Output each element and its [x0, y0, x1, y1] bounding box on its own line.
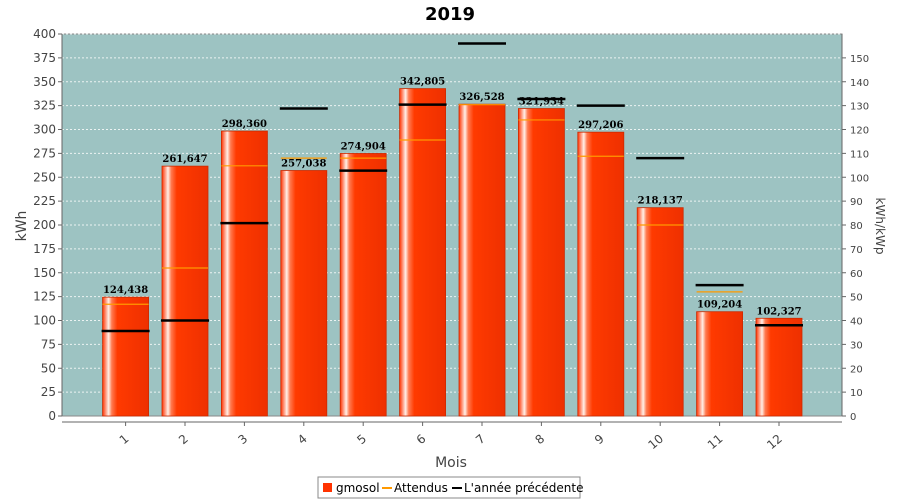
x-tick-label: 6 [414, 432, 429, 448]
bar-gmosol [280, 170, 328, 417]
y-tick-label: 250 [33, 170, 56, 184]
y2-tick-label: 100 [850, 173, 869, 184]
y2-tick-label: 70 [850, 245, 863, 256]
bar-gmosol [755, 317, 803, 417]
bar-value-label: 261,647 [162, 154, 207, 165]
bar-value-label: 342,805 [400, 77, 445, 88]
y-tick-label: 400 [33, 27, 56, 41]
x-tick-label: 12 [764, 432, 785, 453]
bar-gmosol [399, 88, 447, 417]
y-tick-label: 150 [33, 266, 56, 280]
bar-gmosol [220, 130, 268, 417]
y-tick-label: 100 [33, 314, 56, 328]
x-tick-label: 7 [473, 432, 488, 448]
legend-label-previous-year: L'année précédente [464, 481, 583, 495]
y2-tick-label: 140 [850, 78, 869, 89]
legend-label-gmosol: gmosol [336, 481, 380, 495]
bar-value-label: 298,360 [222, 119, 267, 130]
legend-swatch-gmosol [323, 483, 332, 492]
x-tick-label: 3 [235, 432, 250, 448]
x-tick-label: 10 [645, 432, 666, 453]
bar-gmosol [577, 131, 625, 417]
y-tick-label: 225 [33, 194, 56, 208]
bar-value-label: 326,528 [459, 92, 504, 103]
bar-value-label: 274,904 [341, 141, 386, 152]
y2-tick-label: 120 [850, 126, 869, 137]
bar-value-label: 218,137 [638, 196, 683, 207]
x-tick-label: 8 [532, 432, 547, 448]
y-tick-label: 325 [33, 99, 56, 113]
x-axis-label: Mois [435, 455, 467, 471]
bar-gmosol [339, 153, 387, 417]
legend-box [317, 476, 581, 499]
x-tick-label: 1 [117, 432, 132, 448]
x-tick-label: 5 [354, 432, 369, 448]
bar-gmosol [518, 108, 565, 417]
bar-value-label: 321,934 [519, 97, 564, 108]
y2-tick-label: 60 [850, 269, 863, 280]
y2-tick-label: 0 [850, 412, 856, 423]
y2-tick-label: 150 [850, 54, 869, 65]
y-tick-label: 375 [33, 51, 56, 65]
y2-tick-label: 110 [850, 149, 869, 160]
bar-gmosol [102, 296, 149, 417]
x-tick-label: 4 [295, 432, 310, 448]
legend: gmosol Attendus L'année précédente [317, 476, 583, 499]
x-tick-label: 2 [176, 432, 191, 448]
x-tick-label: 9 [592, 432, 607, 448]
bar-gmosol [458, 103, 506, 417]
y-tick-label: 50 [41, 361, 56, 375]
y-tick-label: 300 [33, 123, 56, 137]
y-tick-label: 75 [41, 337, 56, 351]
bar-value-label: 297,206 [578, 120, 623, 131]
x-tick-label: 11 [705, 432, 726, 453]
y2-tick-label: 50 [850, 293, 863, 304]
y2-tick-label: 10 [850, 388, 863, 399]
y-tick-label: 175 [33, 242, 56, 256]
bar-value-label: 124,438 [103, 285, 148, 296]
y-axis-label: kWh [14, 211, 30, 242]
bar-value-label: 257,038 [281, 159, 326, 170]
y2-axis-label: kWh/kWp [873, 198, 887, 255]
y-tick-label: 0 [48, 409, 56, 423]
y2-tick-label: 80 [850, 221, 863, 232]
y2-tick-label: 40 [850, 317, 863, 328]
bar-value-label: 109,204 [697, 300, 742, 311]
chart-title: 2019 [425, 4, 475, 25]
bar-gmosol [696, 311, 743, 417]
y-tick-label: 275 [33, 146, 56, 160]
y-tick-label: 350 [33, 75, 56, 89]
bar-value-label: 102,327 [756, 306, 801, 317]
y-tick-label: 125 [33, 290, 56, 304]
y-tick-label: 25 [41, 385, 56, 399]
y-tick-label: 200 [33, 218, 56, 232]
legend-label-attendus: Attendus [394, 481, 448, 495]
y2-tick-label: 130 [850, 102, 869, 113]
y2-tick-label: 90 [850, 197, 863, 208]
y2-tick-label: 30 [850, 340, 863, 351]
bar-gmosol [636, 207, 684, 417]
y2-tick-label: 20 [850, 364, 863, 375]
bar-gmosol [161, 165, 209, 417]
